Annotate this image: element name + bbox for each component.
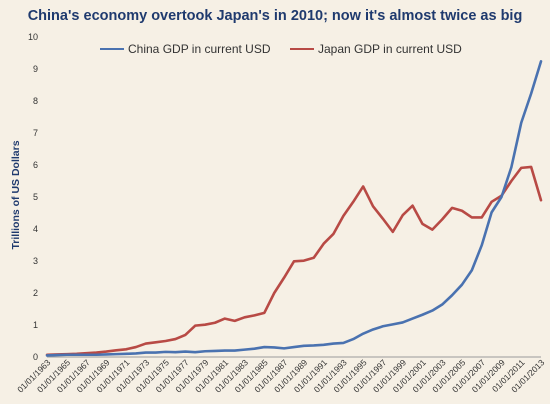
x-axis: 01/01/196301/01/196501/01/196701/01/1969… [15,357,546,394]
series-group [45,60,543,357]
y-tick-label: 9 [33,64,38,74]
y-tick-label: 2 [33,288,38,298]
legend: China GDP in current USD Japan GDP in cu… [100,42,462,56]
y-tick-label: 6 [33,160,38,170]
legend-label-japan: Japan GDP in current USD [318,42,462,56]
legend-label-china: China GDP in current USD [128,42,271,56]
y-tick-label: 8 [33,96,38,106]
y-tick-label: 7 [33,128,38,138]
y-tick-label: 4 [33,224,38,234]
y-tick-label: 0 [33,352,38,362]
series-line-china [45,60,543,357]
y-tick-label: 3 [33,256,38,266]
y-tick-label: 1 [33,320,38,330]
series-line-japan [45,165,543,357]
y-axis: 0 1 2 3 4 5 6 7 8 9 10 [28,32,38,362]
chart-title: China's economy overtook Japan's in 2010… [28,8,523,24]
y-axis-label: Trillions of US Dollars [10,140,22,249]
y-tick-label: 5 [33,192,38,202]
y-tick-label: 10 [28,32,38,42]
